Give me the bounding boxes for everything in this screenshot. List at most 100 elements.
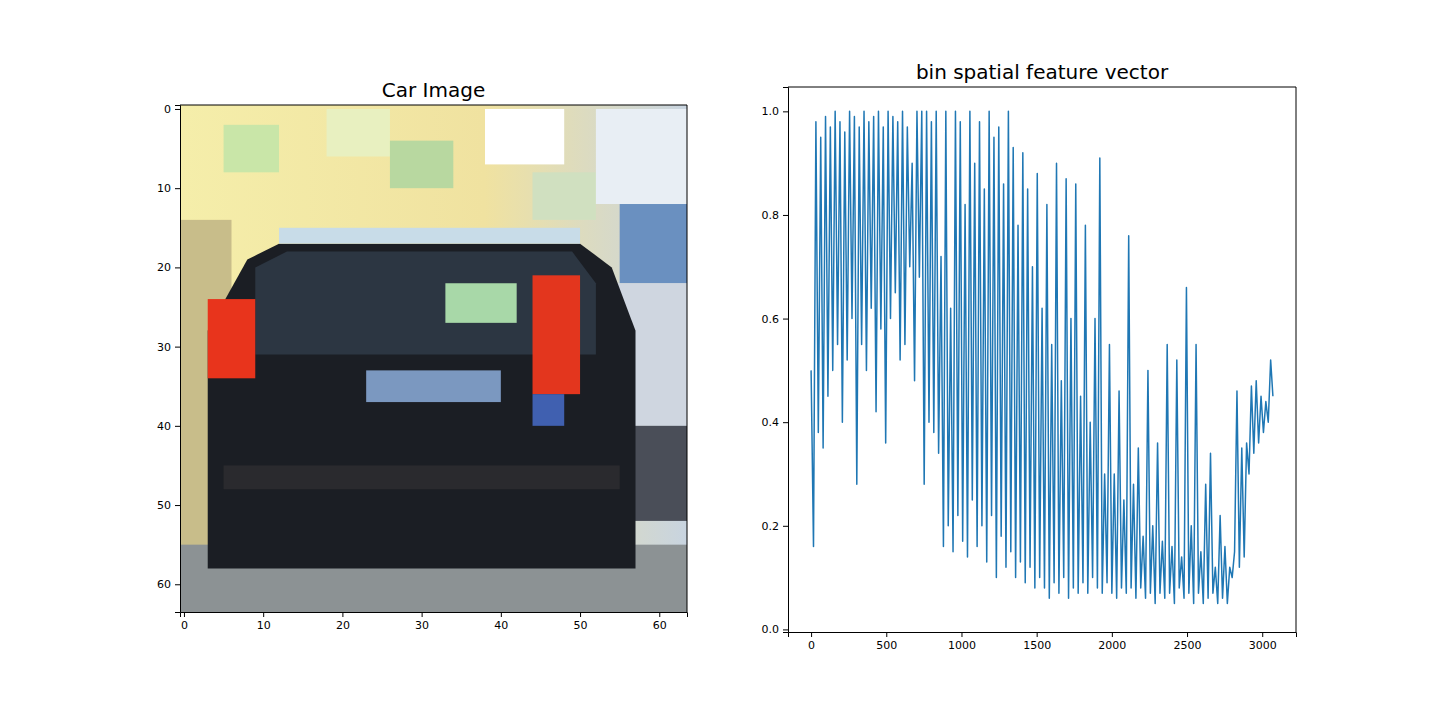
tick-label: 3000 <box>1249 639 1277 652</box>
tick-label: 500 <box>876 639 897 652</box>
tick: 10 <box>257 612 271 632</box>
spine-top <box>180 105 687 106</box>
tick: 50 <box>157 499 180 512</box>
tick-label: 30 <box>157 341 171 354</box>
tick-mark <box>783 422 788 423</box>
tick-label: 60 <box>157 578 171 591</box>
tick-label: 2000 <box>1098 639 1126 652</box>
reflector <box>533 394 565 426</box>
tick: 0.0 <box>762 623 789 636</box>
tick-mark <box>783 319 788 320</box>
tick-mark <box>783 215 788 216</box>
tick-mark <box>175 347 180 348</box>
x-axis: 0 500 1000 1500 2000 2500 3000 <box>789 632 1297 652</box>
tick-mark <box>175 584 180 585</box>
tick-mark <box>783 526 788 527</box>
tick-label: 10 <box>157 182 171 195</box>
tick-label: 1500 <box>1023 639 1051 652</box>
axis-line <box>783 88 789 633</box>
tick-mark <box>175 426 180 427</box>
tick-mark <box>184 612 185 617</box>
spine-right <box>687 105 688 612</box>
tick: 0.6 <box>762 313 789 326</box>
title: bin spatial feature vector <box>916 60 1169 84</box>
foliage <box>327 109 390 157</box>
tick-mark <box>175 267 180 268</box>
tick-label: 0.8 <box>762 209 780 222</box>
tick-mark <box>263 612 264 617</box>
tick-mark <box>1187 632 1188 637</box>
foliage <box>224 125 279 173</box>
tick: 0.2 <box>762 520 789 533</box>
plot-area <box>180 105 687 612</box>
tick-label: 0 <box>164 103 171 116</box>
tick-label: 20 <box>336 619 350 632</box>
tick: 0.4 <box>762 416 789 429</box>
tail-light <box>208 299 256 378</box>
x-axis: 0 10 20 30 40 50 60 <box>181 612 688 632</box>
tick-mark <box>783 111 788 112</box>
tick: 2500 <box>1174 632 1202 652</box>
tick: 50 <box>574 612 588 632</box>
tick-mark <box>501 612 502 617</box>
tick: 30 <box>157 341 180 354</box>
tick-label: 0.4 <box>762 416 780 429</box>
tick: 1000 <box>948 632 976 652</box>
plot-area <box>811 111 1273 603</box>
tick: 0.8 <box>762 209 789 222</box>
tick: 40 <box>157 420 180 433</box>
window-reflection <box>445 283 516 323</box>
tick: 2000 <box>1098 632 1126 652</box>
tick: 0 <box>808 632 815 652</box>
tick-label: 1000 <box>948 639 976 652</box>
foliage <box>533 172 596 220</box>
tick-label: 0 <box>181 619 188 632</box>
tick: 60 <box>157 578 180 591</box>
figure: 01020304050600102030405060Car Image05001… <box>0 0 1440 720</box>
tick: 10 <box>157 182 180 195</box>
background-car <box>628 426 687 521</box>
axis-line <box>175 106 181 613</box>
tick-mark <box>1112 632 1113 637</box>
tick-mark <box>175 109 180 110</box>
tick-label: 0 <box>808 639 815 652</box>
tick-mark <box>659 612 660 617</box>
car-roof <box>279 228 580 244</box>
subplot-line: 0 500 1000 1500 2000 2500 3000 0.0 0.2 0.4 0.6 0.8 1… <box>762 60 1297 652</box>
tick-mark <box>811 632 812 637</box>
building <box>596 109 687 204</box>
tick: 500 <box>876 632 897 652</box>
tick-mark <box>580 612 581 617</box>
tick: 1.0 <box>762 105 789 118</box>
tick: 30 <box>415 612 429 632</box>
tick-mark <box>422 612 423 617</box>
tick-mark <box>783 629 788 630</box>
tick-mark <box>961 632 962 637</box>
tick-label: 60 <box>653 619 667 632</box>
tick-mark <box>342 612 343 617</box>
subplot-image: 01020304050600102030405060Car Image <box>157 78 699 632</box>
tick: 0 <box>164 103 180 116</box>
series-line <box>811 111 1273 603</box>
tick-label: 2500 <box>1174 639 1202 652</box>
tick: 3000 <box>1249 632 1277 652</box>
tick-label: 30 <box>415 619 429 632</box>
y-axis: 0.0 0.2 0.4 0.6 0.8 1.0 <box>762 88 789 637</box>
tick-mark <box>1037 632 1038 637</box>
y-axis: 0 10 20 30 40 50 60 <box>157 103 181 613</box>
foliage <box>390 141 453 189</box>
tail-light <box>533 275 581 394</box>
tick-label: 0.0 <box>762 623 780 636</box>
tick-mark <box>886 632 887 637</box>
tick-label: 40 <box>494 619 508 632</box>
tick-label: 50 <box>574 619 588 632</box>
tick-label: 20 <box>157 261 171 274</box>
tick: 60 <box>653 612 667 632</box>
tick: 20 <box>336 612 350 632</box>
tick: 0 <box>181 612 188 632</box>
tick: 40 <box>494 612 508 632</box>
tick: 20 <box>157 261 180 274</box>
spine-top <box>788 87 1296 88</box>
axis-line <box>789 633 1297 638</box>
tick-label: 1.0 <box>762 105 780 118</box>
